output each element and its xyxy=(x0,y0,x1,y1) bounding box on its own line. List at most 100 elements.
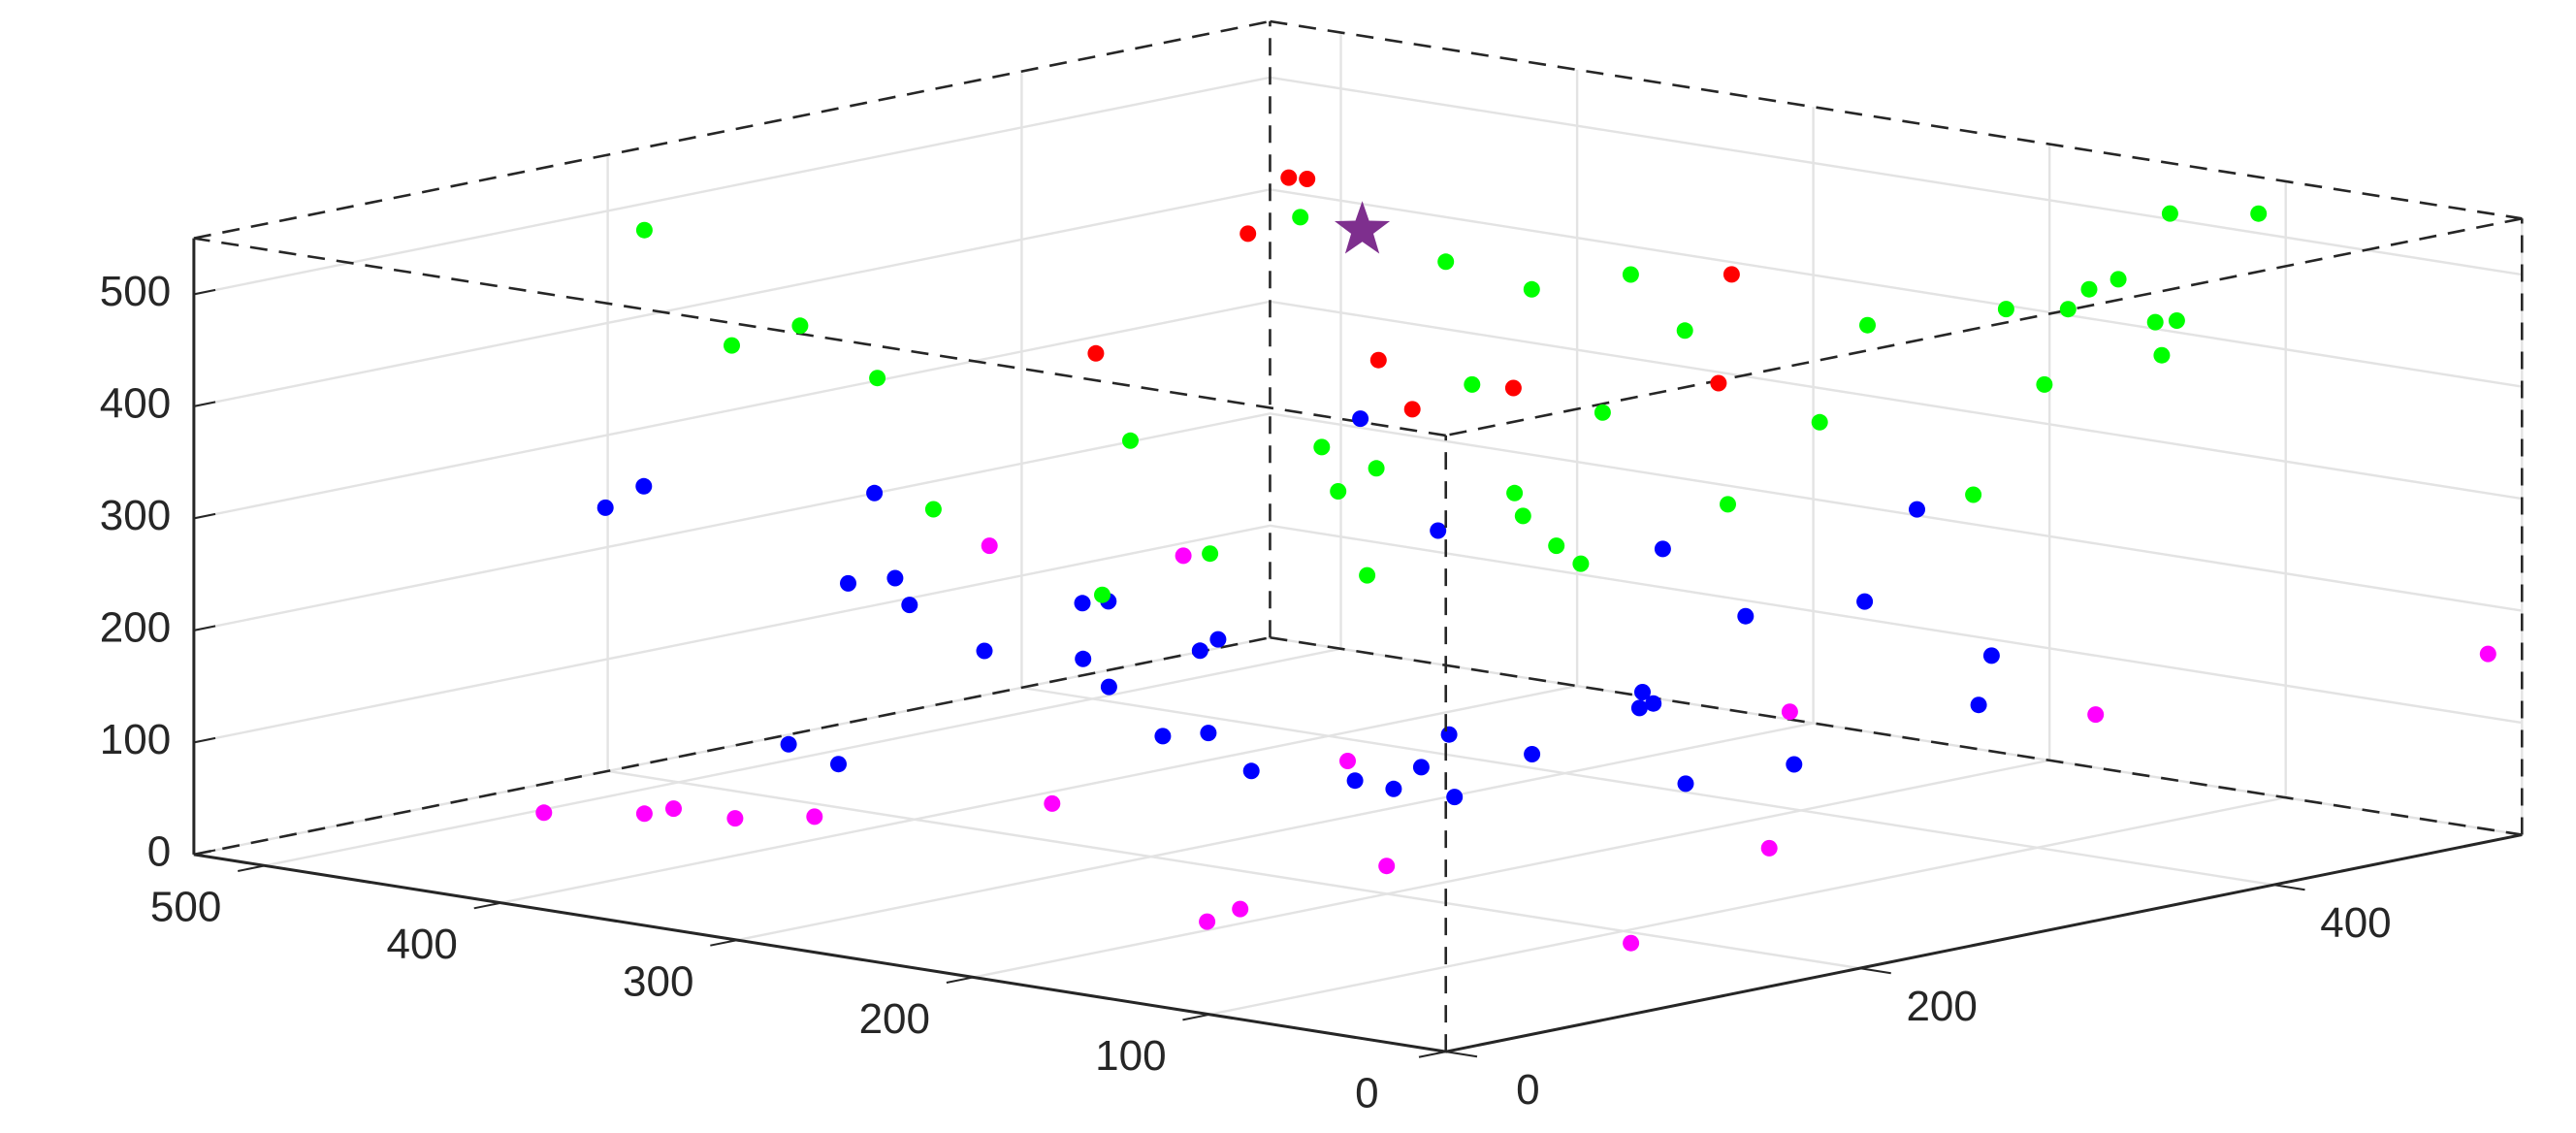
grid-line xyxy=(1208,180,2287,1016)
point xyxy=(1506,484,1524,502)
point xyxy=(1524,746,1541,762)
point xyxy=(2161,205,2178,222)
tick-mark xyxy=(1859,967,1891,975)
point xyxy=(1154,728,1172,745)
point xyxy=(1074,595,1091,612)
tick-mark xyxy=(193,512,216,520)
box-edge xyxy=(193,19,1271,240)
point xyxy=(726,810,744,827)
tick-mark xyxy=(710,939,738,947)
point xyxy=(1368,460,1385,477)
point xyxy=(2168,312,2185,329)
point xyxy=(2059,301,2077,318)
tick-mark xyxy=(193,736,216,744)
point xyxy=(1909,501,1925,518)
grid-line xyxy=(193,412,2523,632)
x-tick-label: 0 xyxy=(1355,1070,1378,1117)
point xyxy=(1094,586,1111,603)
point xyxy=(866,484,884,502)
point xyxy=(924,501,942,518)
point xyxy=(2036,375,2053,393)
point xyxy=(635,221,653,239)
tick-mark xyxy=(473,901,501,910)
point xyxy=(1710,374,1727,392)
grid-line xyxy=(500,69,1579,904)
grid-line xyxy=(193,300,2523,520)
y-tick-label: 0 xyxy=(1516,1066,1539,1114)
point xyxy=(1677,775,1694,793)
point xyxy=(1339,753,1356,769)
point xyxy=(869,370,886,387)
point xyxy=(840,574,856,592)
tick-mark xyxy=(238,864,266,872)
point xyxy=(2109,271,2127,288)
point xyxy=(1240,225,1257,243)
y-tick-label: 400 xyxy=(2320,899,2391,947)
point xyxy=(2250,205,2268,222)
point xyxy=(1720,496,1736,513)
point xyxy=(1965,486,1982,503)
point xyxy=(1087,344,1105,362)
point xyxy=(1359,566,1376,584)
point xyxy=(724,337,740,354)
point xyxy=(1982,647,2000,664)
point xyxy=(1786,756,1803,773)
point xyxy=(1622,266,1639,283)
point xyxy=(1548,537,1565,555)
point xyxy=(1122,432,1139,449)
box-edge xyxy=(1270,635,2523,836)
point xyxy=(1412,759,1430,776)
point xyxy=(1280,169,1298,186)
z-tick-label: 200 xyxy=(100,604,171,652)
point xyxy=(1378,858,1396,875)
grid-line xyxy=(606,154,1860,970)
tick-mark xyxy=(193,401,216,407)
axis-line xyxy=(193,853,1446,1053)
box-edge xyxy=(193,237,1446,437)
point xyxy=(1859,316,1876,334)
z-tick-label: 400 xyxy=(100,380,171,428)
point xyxy=(1044,794,1061,812)
point xyxy=(886,569,904,587)
grid-line xyxy=(736,107,1815,942)
point xyxy=(1403,401,1421,418)
point xyxy=(791,317,809,335)
point xyxy=(1970,696,1987,714)
point xyxy=(1504,379,1522,397)
point xyxy=(1352,410,1369,428)
point xyxy=(1634,684,1651,700)
point xyxy=(1594,404,1611,421)
point xyxy=(1811,413,1828,431)
point xyxy=(1175,547,1192,565)
point xyxy=(1200,725,1217,742)
point xyxy=(1737,607,1755,625)
x-tick-label: 500 xyxy=(150,884,221,931)
point xyxy=(1523,280,1540,298)
box-edge xyxy=(1445,217,2523,437)
tick-mark xyxy=(1418,1051,1446,1058)
point xyxy=(2080,280,2098,298)
point xyxy=(830,756,847,773)
point xyxy=(1232,900,1249,918)
point xyxy=(1856,593,1874,610)
z-tick-label: 300 xyxy=(100,492,171,539)
point xyxy=(1645,695,1662,712)
tick-mark xyxy=(1445,1051,1478,1058)
point xyxy=(1430,522,1447,539)
point xyxy=(1781,703,1798,721)
point xyxy=(1446,789,1464,806)
point xyxy=(1330,483,1347,500)
z-tick-label: 500 xyxy=(100,268,171,315)
point xyxy=(1346,772,1364,790)
grid-line xyxy=(192,238,1446,1053)
point xyxy=(1385,780,1402,797)
z-tick-label: 100 xyxy=(100,716,171,763)
grid-line xyxy=(264,32,1342,867)
point xyxy=(1202,545,1219,563)
point xyxy=(1299,171,1316,187)
tick-mark xyxy=(193,625,216,631)
point xyxy=(2479,645,2496,663)
point xyxy=(2153,346,2171,364)
point xyxy=(1464,375,1481,393)
